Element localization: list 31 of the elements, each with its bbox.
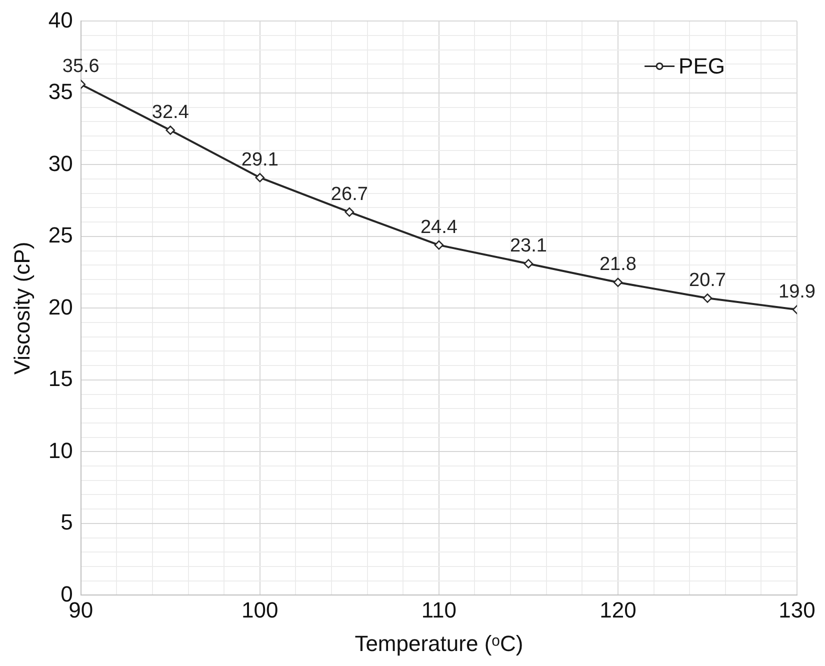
data-label: 21.8: [599, 254, 636, 276]
y-tick-label: 15: [48, 366, 73, 392]
data-label: 32.4: [152, 102, 190, 123]
y-tick-label: 30: [48, 150, 73, 176]
y-tick-label: 20: [48, 294, 73, 320]
x-tick-label: 120: [600, 597, 636, 622]
y-tick-label: 5: [60, 510, 73, 535]
y-axis-title: Viscosity (cP): [9, 242, 34, 375]
y-tick-label: 25: [48, 222, 73, 248]
y-tick-label: 10: [48, 438, 73, 463]
point: [524, 259, 534, 268]
y-tick-label: 40: [48, 7, 73, 32]
point: [344, 207, 354, 217]
data-label: 24.4: [420, 216, 458, 238]
x-tick-label: 110: [421, 597, 456, 622]
point: [434, 240, 444, 250]
point: [255, 172, 265, 182]
y-tick-label: 35: [48, 79, 73, 104]
data-label: 29.1: [241, 149, 278, 170]
point: [613, 278, 623, 288]
data-label: 35.6: [62, 56, 100, 78]
point: [166, 126, 176, 135]
legend-label: PEG: [678, 53, 726, 78]
point: [702, 294, 712, 303]
x-tick-label: 130: [778, 597, 816, 622]
data-label: 19.9: [778, 281, 816, 302]
data-label: 23.1: [510, 235, 547, 256]
x-tick-label: 100: [242, 597, 278, 622]
data-label: 20.7: [688, 270, 726, 291]
x-axis-title: Temperature (ᵒC): [354, 630, 524, 656]
data-label: 26.7: [330, 184, 368, 205]
